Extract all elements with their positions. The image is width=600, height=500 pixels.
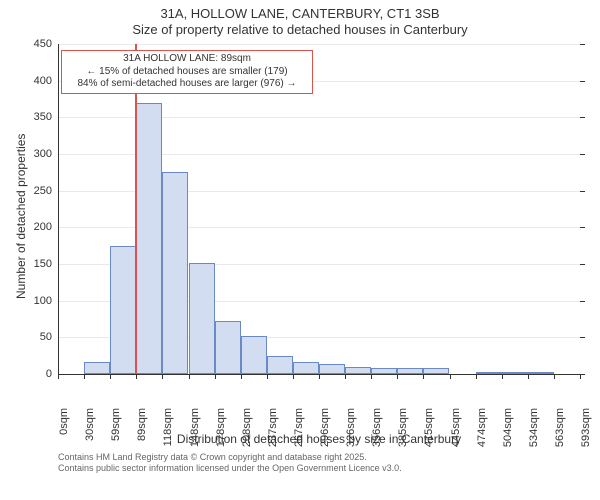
x-tick-mark [476, 374, 477, 379]
subject-marker-line [135, 44, 137, 374]
histogram-bar [110, 246, 136, 374]
x-tick-mark [58, 374, 59, 379]
x-tick-mark [423, 374, 424, 379]
y-tick-mark [580, 81, 585, 82]
y-tick-label: 300 [22, 148, 58, 160]
footer-line-1: Contains HM Land Registry data © Crown c… [58, 452, 402, 463]
y-tick-mark [580, 44, 585, 45]
callout-line-2: ← 15% of detached houses are smaller (17… [68, 66, 306, 79]
subject-callout: 31A HOLLOW LANE: 89sqm ← 15% of detached… [61, 50, 313, 94]
histogram-bar [136, 103, 162, 374]
x-tick-mark [215, 374, 216, 379]
x-tick-mark [397, 374, 398, 379]
y-tick-mark [580, 191, 585, 192]
chart-title: 31A, HOLLOW LANE, CANTERBURY, CT1 3SB Si… [0, 6, 600, 39]
y-tick-label: 250 [22, 185, 58, 197]
y-tick-label: 100 [22, 295, 58, 307]
title-line-2: Size of property relative to detached ho… [0, 22, 600, 38]
x-tick-mark [345, 374, 346, 379]
x-tick-mark [84, 374, 85, 379]
histogram-bar [345, 367, 371, 374]
y-tick-label: 0 [22, 368, 58, 380]
histogram-bar [267, 356, 293, 374]
x-tick-mark [554, 374, 555, 379]
x-tick-mark [528, 374, 529, 379]
x-tick-mark [136, 374, 137, 379]
y-tick-mark [580, 154, 585, 155]
x-axis-label: Distribution of detached houses by size … [58, 432, 580, 446]
y-tick-label: 450 [22, 38, 58, 50]
y-tick-label: 350 [22, 111, 58, 123]
chart-root: 31A, HOLLOW LANE, CANTERBURY, CT1 3SB Si… [0, 0, 600, 500]
y-tick-label: 200 [22, 221, 58, 233]
y-tick-label: 400 [22, 75, 58, 87]
footer-text: Contains HM Land Registry data © Crown c… [58, 452, 402, 475]
x-tick-mark [580, 374, 581, 379]
histogram-bar [162, 172, 188, 374]
histogram-bar [215, 321, 241, 374]
x-tick-mark [502, 374, 503, 379]
y-tick-label: 150 [22, 258, 58, 270]
y-tick-mark [580, 227, 585, 228]
x-tick-mark [110, 374, 111, 379]
histogram-bar [293, 362, 319, 374]
footer-line-2: Contains public sector information licen… [58, 463, 402, 474]
x-tick-mark [450, 374, 451, 379]
x-tick-mark [267, 374, 268, 379]
y-tick-mark [580, 264, 585, 265]
title-line-1: 31A, HOLLOW LANE, CANTERBURY, CT1 3SB [0, 6, 600, 22]
y-tick-mark [580, 117, 585, 118]
histogram-bar [84, 362, 110, 374]
histogram-bar [319, 364, 345, 374]
y-axis-line [58, 44, 59, 374]
histogram-bar [189, 263, 215, 374]
callout-line-3: 84% of semi-detached houses are larger (… [68, 78, 306, 91]
x-tick-mark [371, 374, 372, 379]
plot-area: 0501001502002503003504004500sqm30sqm59sq… [58, 44, 580, 374]
x-tick-label: 593sqm [580, 408, 592, 458]
callout-line-1: 31A HOLLOW LANE: 89sqm [68, 53, 306, 66]
x-tick-mark [293, 374, 294, 379]
y-tick-label: 50 [22, 331, 58, 343]
y-tick-mark [580, 337, 585, 338]
x-tick-mark [189, 374, 190, 379]
x-tick-mark [241, 374, 242, 379]
x-tick-mark [319, 374, 320, 379]
histogram-bar [241, 336, 267, 374]
y-tick-mark [580, 301, 585, 302]
x-tick-mark [162, 374, 163, 379]
